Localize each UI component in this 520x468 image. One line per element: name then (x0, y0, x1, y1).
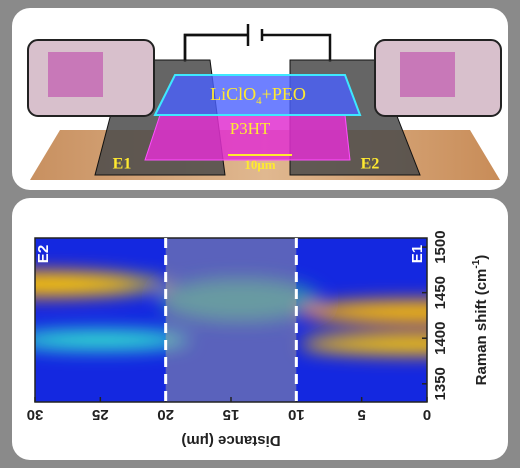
x-tick-label: 25 (92, 406, 109, 423)
y-tick-label: 1500 (432, 230, 449, 263)
x-tick-label: 5 (357, 406, 365, 423)
band (35, 330, 190, 350)
electrode-label: E2 (361, 156, 380, 173)
label-text: ) (473, 255, 490, 260)
band (160, 278, 320, 322)
y-tick-label: 1450 (432, 276, 449, 309)
gap-region (165, 238, 297, 402)
x-tick-label: 10 (288, 406, 305, 423)
label-text: +PEO (262, 84, 306, 104)
electrolyte-layer (153, 74, 362, 116)
x-tick-label: 20 (157, 406, 174, 423)
corner-label: E1 (409, 245, 426, 263)
heatmap (35, 238, 427, 402)
electrode-label: E1 (113, 156, 132, 173)
gap-label: 10μm (244, 157, 275, 172)
x-tick-label: 30 (27, 406, 44, 423)
y-tick-label: 1400 (432, 322, 449, 355)
y-axis-label: Raman shift (cm-1) (471, 255, 490, 386)
wire (183, 33, 332, 62)
photo-device (400, 52, 455, 97)
x-tick-label: 15 (223, 406, 240, 423)
y-tick-label: 1350 (432, 367, 449, 400)
schematic: LiClO4+PEO P3HT E1 E2 10μm (27, 24, 502, 180)
photo-device (48, 52, 103, 97)
label-text: LiClO (210, 84, 256, 104)
band (300, 338, 427, 350)
corner-label: E2 (35, 245, 52, 263)
x-axis-label: Distance (μm) (181, 432, 280, 449)
label-subscript: 4 (256, 95, 262, 107)
band (35, 276, 170, 292)
label-text: Raman shift (cm (473, 269, 490, 386)
label-superscript: -1 (471, 259, 482, 268)
polymer-label: P3HT (230, 119, 271, 138)
electrolyte-label: LiClO4+PEO (210, 84, 306, 106)
x-tick-label: 0 (423, 406, 431, 423)
band (310, 305, 427, 319)
